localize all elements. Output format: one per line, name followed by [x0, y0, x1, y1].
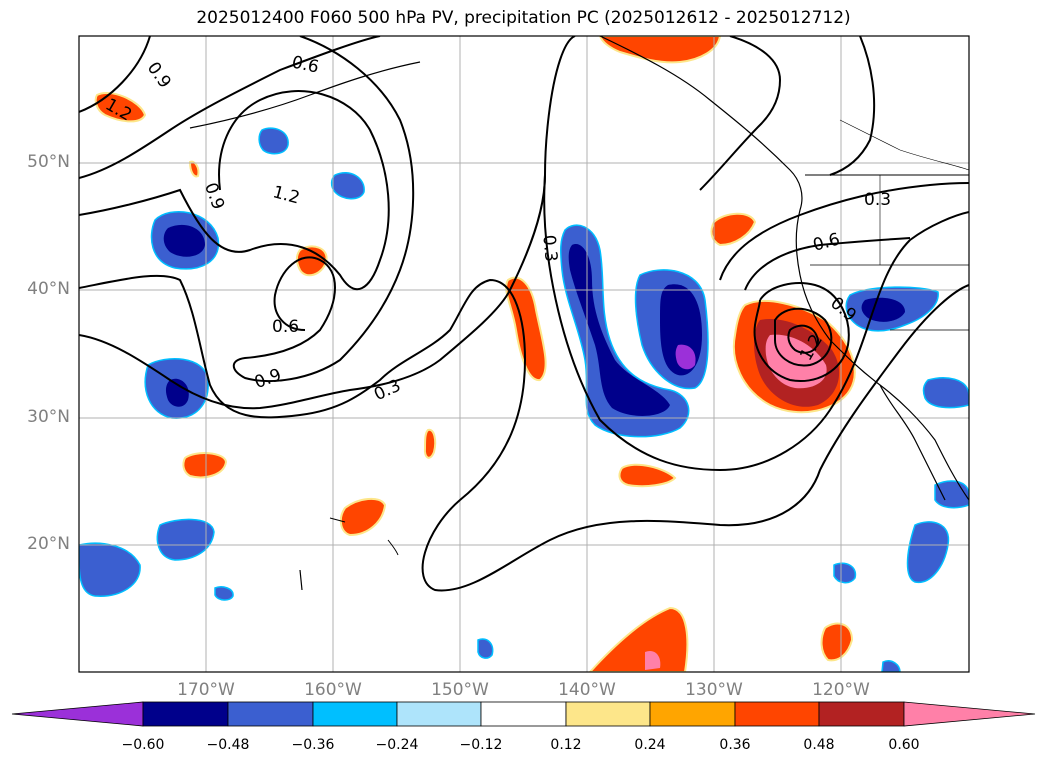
lon-label: 120°W — [812, 680, 870, 700]
contour-line — [829, 36, 876, 176]
colorbar-extend-right — [903, 701, 1036, 727]
colorbar-tick: 0.24 — [634, 737, 666, 753]
negative-precip-areas — [79, 127, 969, 672]
contour-line — [79, 36, 381, 179]
contour-label: 0.6 — [290, 52, 321, 77]
colorbar-tick: 0.60 — [888, 737, 920, 753]
precip-blob-pos — [820, 622, 854, 662]
colorbar-tick: 0.36 — [719, 737, 751, 753]
precip-blob-pos — [598, 36, 722, 64]
map-plot-area: 0.9 0.6 1.2 0.9 1.2 0.6 0.9 0.3 0.3 0.3 … — [79, 36, 969, 672]
contour-line — [744, 237, 911, 291]
precip-blob-neg — [156, 518, 215, 561]
colorbar-swatch — [312, 701, 398, 727]
precip-blob-neg — [922, 377, 969, 409]
colorbar — [11, 701, 1036, 727]
lon-label: 150°W — [431, 680, 489, 700]
contour-label: 0.9 — [143, 59, 175, 93]
contour-line — [79, 36, 576, 410]
precip-blob-pos — [188, 160, 200, 178]
contour-line — [774, 307, 833, 367]
map-gridlines — [79, 36, 969, 672]
colorbar-tick: 0.12 — [550, 737, 582, 753]
precip-blob-pos-core — [645, 650, 661, 670]
precip-blob-pos-core2 — [765, 334, 827, 389]
precip-blob-neg — [906, 521, 950, 583]
contour-label: 0.3 — [538, 234, 560, 263]
map-border — [78, 35, 970, 673]
precip-blob-neg — [79, 542, 141, 597]
contour-line — [753, 282, 850, 382]
lat-label: 20°N — [27, 534, 70, 554]
precip-blob-pos — [94, 92, 147, 123]
precip-blob-neg — [330, 171, 365, 200]
map-title: 2025012400 F060 500 hPa PV, precipitatio… — [196, 8, 851, 28]
pv-contours — [79, 36, 969, 592]
contour-label: 0.6 — [811, 229, 842, 255]
colorbar-tick: −0.12 — [459, 737, 503, 753]
contour-line — [79, 90, 390, 290]
contour-label: 1.2 — [271, 182, 302, 208]
colorbar-swatch — [142, 701, 229, 727]
colorbar-swatch — [227, 701, 314, 727]
contour-line — [232, 36, 415, 382]
contour-label: 0.9 — [200, 180, 228, 212]
colorbar-tick: 0.48 — [803, 737, 835, 753]
positive-precip-areas — [94, 36, 856, 672]
precip-blob-neg-core — [165, 378, 189, 407]
colorbar-tick: −0.36 — [291, 737, 335, 753]
colorbar-swatch — [734, 701, 820, 727]
colorbar-tick: −0.24 — [375, 737, 419, 753]
lon-label: 130°W — [685, 680, 743, 700]
precip-blob-neg-core — [163, 224, 205, 257]
lat-label: 40°N — [27, 279, 70, 299]
precip-blob-neg — [881, 660, 901, 672]
precip-blob-neg — [560, 224, 690, 438]
colorbar-swatch — [480, 701, 567, 727]
colorbar-swatch — [565, 701, 651, 727]
lon-label: 170°W — [177, 680, 235, 700]
lon-label: 160°W — [304, 680, 362, 700]
precip-blob-neg-core2 — [675, 344, 696, 370]
colorbar-swatch — [649, 701, 736, 727]
contour-line — [719, 182, 969, 281]
precip-blob-neg — [477, 638, 494, 659]
lat-label: 50°N — [27, 152, 70, 172]
precip-blob-neg — [833, 562, 857, 584]
colorbar-tick: −0.48 — [206, 737, 250, 753]
contour-label: 0.9 — [252, 365, 284, 393]
precip-blob-neg-core — [568, 244, 670, 416]
precip-blob-neg — [934, 480, 969, 509]
precip-blob-pos — [423, 428, 437, 459]
precip-blob-pos — [618, 463, 677, 488]
contour-line — [79, 274, 969, 592]
precip-blob-neg — [258, 127, 289, 155]
colorbar-swatch — [396, 701, 482, 727]
contour-label: 0.6 — [272, 317, 299, 337]
colorbar-swatch — [818, 701, 905, 727]
precip-blob-pos — [588, 606, 689, 672]
precip-blob-pos — [710, 212, 757, 247]
lon-label: 140°W — [558, 680, 616, 700]
coastlines — [189, 36, 969, 591]
contour-label: 0.3 — [864, 190, 891, 210]
contour-line — [79, 36, 151, 113]
colorbar-tick: −0.60 — [121, 737, 165, 753]
lat-label: 30°N — [27, 407, 70, 427]
precip-blob-pos — [339, 497, 387, 537]
precip-blob-pos — [182, 452, 228, 479]
contour-line — [543, 174, 969, 472]
precip-blob-pos — [296, 245, 328, 277]
precip-blob-neg — [214, 586, 234, 601]
contour-line — [699, 36, 782, 191]
colorbar-extend-left — [11, 701, 144, 727]
contour-line — [787, 324, 820, 354]
